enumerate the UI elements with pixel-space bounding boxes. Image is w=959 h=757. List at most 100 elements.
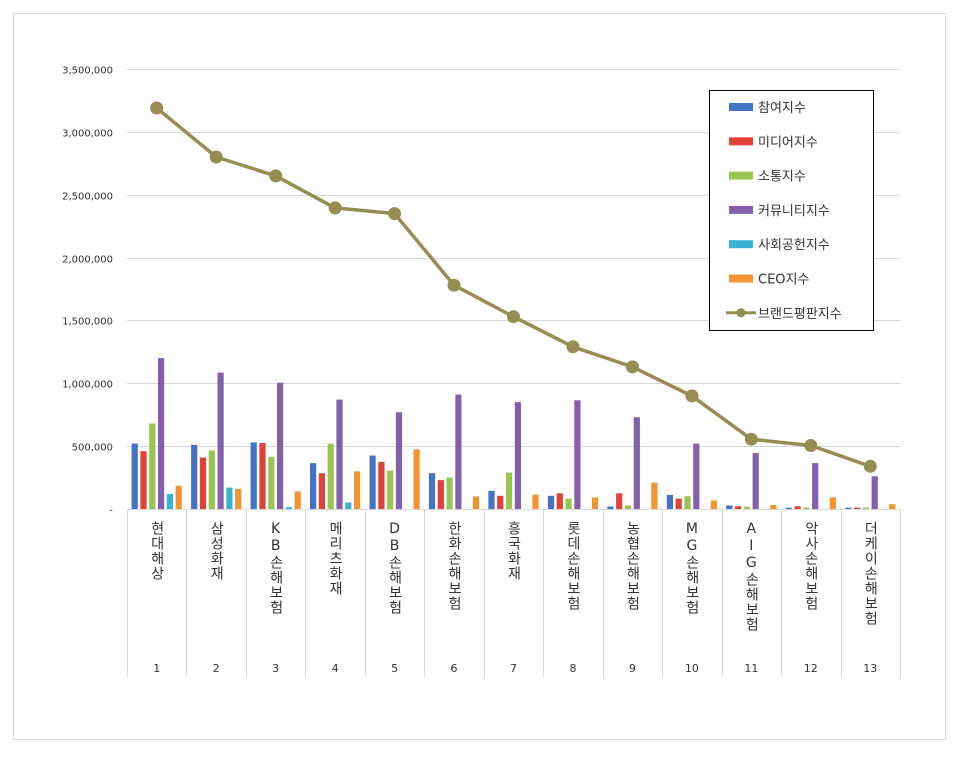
bar (666, 494, 673, 509)
bar (259, 443, 266, 509)
category-label: 악사손해보험 (803, 521, 819, 611)
bar (413, 449, 420, 509)
bar (235, 488, 242, 509)
bar (455, 394, 462, 509)
legend-swatch (729, 171, 753, 180)
y-tick-label: 1,500,000 (62, 317, 113, 328)
category-rank: 4 (332, 662, 339, 675)
category-rank: 9 (629, 662, 636, 675)
category-label: 롯데손해보험 (565, 521, 581, 611)
bar (191, 444, 198, 509)
legend-label: 사회공헌지수 (758, 238, 830, 253)
bar (217, 372, 224, 509)
bar (752, 453, 759, 509)
category-rank: 3 (272, 662, 279, 675)
brand-index-point (863, 459, 877, 473)
bar (871, 476, 878, 509)
bar (336, 399, 343, 509)
brand-index-point (150, 101, 164, 115)
brand-index-point (447, 278, 461, 292)
x-axis: 현대해상 1 삼성화재 2 KB손해보험 3 메리츠화재 4 DB손해보험 5 한화손해보험 6 흥국화… (127, 509, 901, 677)
legend-swatch (729, 205, 753, 214)
bar (803, 507, 810, 509)
y-tick-label: 500,000 (72, 443, 113, 454)
category-label: 흥국화재 (506, 521, 522, 581)
y-tick-label: 3,500,000 (62, 66, 113, 77)
brand-index-point (566, 340, 580, 354)
bar (310, 463, 317, 509)
bar (395, 412, 403, 509)
bar (208, 450, 215, 509)
brand-index-point (507, 310, 520, 324)
bar (607, 506, 614, 509)
bar (862, 507, 869, 509)
bar (616, 493, 623, 509)
bar (651, 482, 658, 509)
category-label: DB손해보험 (387, 521, 403, 615)
bar (369, 455, 376, 509)
y-tick-label: 1,000,000 (62, 380, 113, 391)
bar (532, 494, 539, 509)
category-rank: 2 (213, 662, 220, 675)
bar (488, 490, 495, 509)
brand-index-point (388, 207, 402, 221)
legend-swatch (729, 103, 753, 111)
bar (428, 473, 436, 509)
bar (565, 498, 572, 509)
category-label: 메리츠화재 (327, 521, 343, 596)
legend-label: 미디어지수 (758, 135, 818, 150)
bar (268, 456, 275, 509)
bar (514, 402, 521, 509)
bar (294, 491, 301, 509)
brand-index-point (328, 201, 342, 215)
bar (556, 493, 563, 509)
bar (794, 506, 801, 509)
legend-label: 브랜드평판지수 (758, 307, 842, 322)
bar (726, 505, 733, 509)
legend-swatch (729, 240, 753, 249)
bar (387, 470, 394, 509)
bar (710, 500, 717, 509)
brand-index-point (804, 439, 818, 452)
bar (633, 417, 640, 509)
bar (547, 495, 555, 509)
bars (131, 358, 896, 509)
bar (624, 505, 632, 509)
bar (812, 463, 819, 509)
category-rank: 1 (153, 662, 160, 675)
legend-swatch (729, 137, 753, 146)
category-label: 농협손해보험 (624, 521, 640, 611)
bar (472, 496, 480, 509)
category-rank: 12 (804, 662, 818, 675)
bar (318, 473, 325, 509)
bar (327, 443, 334, 509)
legend-marker (736, 308, 746, 318)
legend-label: CEO지수 (758, 273, 809, 288)
bar (574, 400, 581, 509)
bar (199, 457, 207, 509)
bar (277, 382, 284, 509)
y-tick-label: 3,000,000 (62, 129, 113, 140)
category-label: KB손해보험 (268, 521, 284, 615)
bar (735, 506, 742, 509)
bar (378, 461, 385, 509)
category-label: MG손해보험 (684, 521, 700, 615)
bar (675, 498, 682, 509)
bar (785, 507, 792, 509)
category-rank: 8 (569, 662, 576, 675)
bar (770, 505, 777, 509)
bar (854, 507, 861, 509)
category-rank: 10 (685, 662, 699, 675)
category-label: AIG손해보험 (743, 521, 759, 632)
bar (743, 506, 750, 509)
bar (226, 487, 233, 509)
bar (437, 480, 444, 509)
legend-label: 참여지수 (758, 101, 806, 116)
bar (506, 472, 513, 509)
bar (845, 507, 852, 509)
bar (446, 477, 453, 509)
legend-label: 소통지수 (758, 170, 806, 185)
brand-line (150, 101, 877, 473)
